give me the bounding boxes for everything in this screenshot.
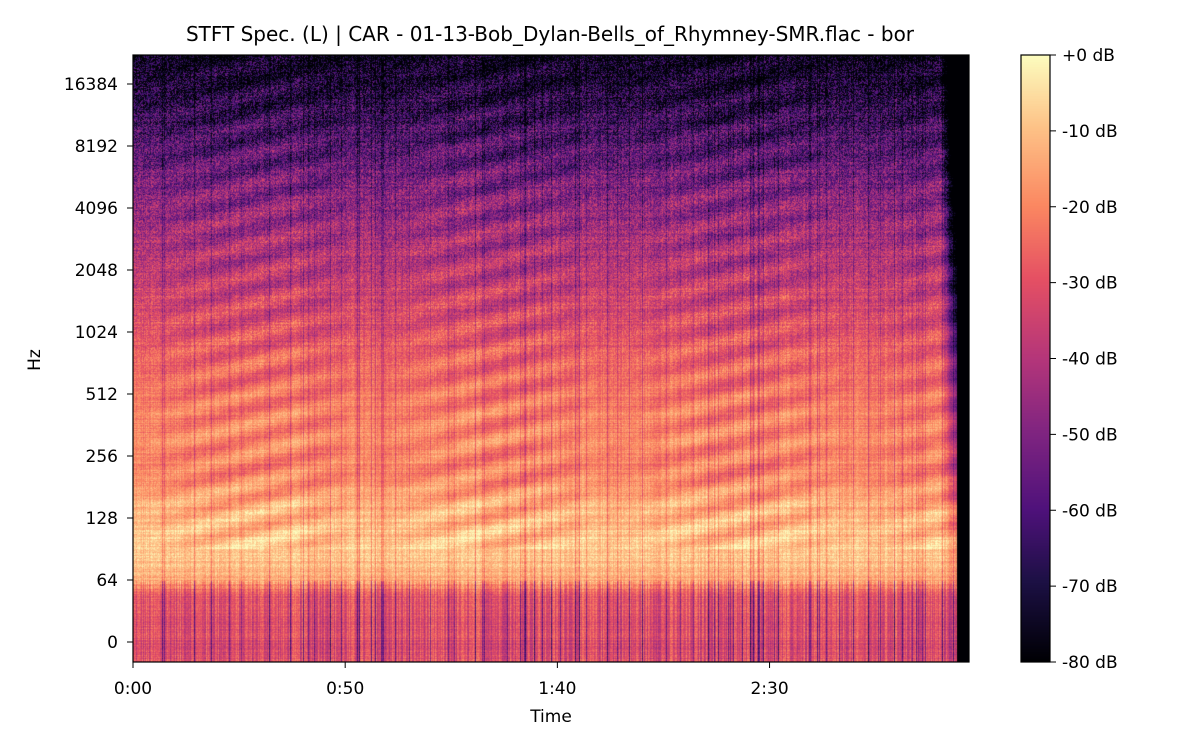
y-axis-label: Hz — [25, 349, 45, 371]
x-tick-label: 0:00 — [114, 679, 152, 699]
spectrogram-heatmap — [133, 55, 969, 662]
y-tick-label: 256 — [86, 447, 118, 467]
colorbar-tick-label: -30 dB — [1062, 274, 1118, 294]
colorbar — [1021, 55, 1050, 662]
colorbar-tick-label: -50 dB — [1062, 425, 1118, 445]
y-tick-label: 16384 — [64, 75, 118, 95]
y-tick-label: 2048 — [75, 261, 118, 281]
x-tick-label: 1:40 — [538, 679, 576, 699]
colorbar-frame — [1020, 54, 1051, 663]
x-tick-label: 2:30 — [750, 679, 788, 699]
colorbar-tick-label: -80 dB — [1062, 653, 1118, 673]
colorbar-tick-label: -70 dB — [1062, 577, 1118, 597]
y-tick-label: 8192 — [75, 137, 118, 157]
colorbar-tick-label: -40 dB — [1062, 350, 1118, 370]
y-tick-label: 1024 — [75, 323, 118, 343]
colorbar-tick-label: +0 dB — [1062, 46, 1115, 66]
colorbar-tick-label: -60 dB — [1062, 501, 1118, 521]
y-tick-label: 512 — [86, 385, 118, 405]
y-tick-label: 128 — [86, 509, 118, 529]
colorbar-tick-label: -20 dB — [1062, 198, 1118, 218]
x-axis-label: Time — [529, 707, 572, 727]
y-tick-label: 64 — [96, 571, 118, 591]
plot-frame — [132, 54, 970, 663]
y-tick-label: 0 — [107, 633, 118, 653]
x-tick-label: 0:50 — [326, 679, 364, 699]
chart-title: STFT Spec. (L) | CAR - 01-13-Bob_Dylan-B… — [185, 22, 915, 46]
colorbar-tick-label: -10 dB — [1062, 122, 1118, 142]
y-tick-label: 4096 — [75, 199, 118, 219]
